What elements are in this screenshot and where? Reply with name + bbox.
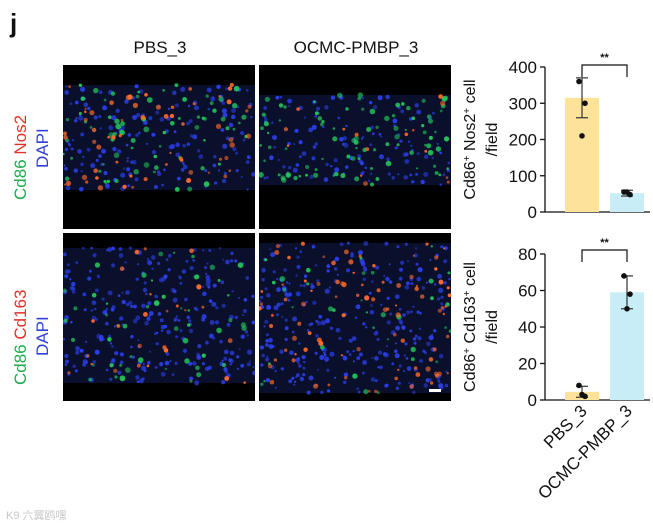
data-point [579, 133, 585, 139]
watermark: K9 六翼鸥嘿 [6, 510, 67, 522]
data-point [579, 391, 585, 398]
y-tick-label: 60 [518, 282, 537, 301]
y-tick-label: 100 [509, 167, 537, 186]
svg-text:Cd86+ Nos2+ cell: Cd86+ Nos2+ cell [462, 79, 480, 199]
row2-stain-cd163: Cd163 [11, 289, 30, 340]
significance-bracket [581, 64, 628, 77]
svg-text:/field: /field [484, 123, 501, 157]
column-title-ocmc: OCMC-PMBP_3 [293, 38, 419, 57]
error-bar [576, 77, 588, 119]
y-tick-label: 400 [509, 58, 537, 77]
bar-ocmc [610, 193, 644, 212]
chart-nos2: 0 100 200 300 400 ** Cd86+ Nos2+ cell/field [455, 45, 653, 230]
svg-text:/field: /field [484, 310, 501, 344]
chart-cd163: 0 20 40 60 80 ** Cd86+ Cd163+ cell/field PBS_3 O… [455, 230, 653, 529]
y-axis-label: Cd86+ Cd163+ cell/field [462, 262, 502, 392]
row-label-2: Cd86 Cd163 [11, 290, 31, 385]
data-point [624, 305, 630, 312]
micrograph-ocmc-cd163 [259, 233, 451, 401]
row2-stain-dapi: DAPI [33, 316, 52, 356]
data-point [582, 100, 588, 107]
y-tick-label: 200 [509, 131, 537, 150]
y-tick-label: 20 [518, 355, 537, 374]
data-point [624, 189, 630, 195]
y-tick-label: 0 [528, 391, 537, 410]
y-tick-label: 0 [528, 203, 537, 222]
data-point [621, 273, 627, 279]
y-axis-label: Cd86+ Nos2+ cell/field [462, 79, 502, 199]
y-tick-label: 80 [518, 245, 537, 264]
data-point [576, 78, 582, 85]
y-tick-label: 40 [518, 318, 537, 337]
data-point [576, 382, 582, 389]
micrograph-ocmc-nos2 [259, 65, 451, 229]
y-tick-label: 300 [509, 94, 537, 113]
row-label-2-dapi: DAPI [33, 316, 53, 356]
row1-stain-cd86: Cd86 [11, 159, 30, 200]
svg-text:Cd86+ Cd163+ cell: Cd86+ Cd163+ cell [462, 262, 480, 392]
significance-bracket [581, 249, 628, 262]
significance-label: ** [600, 52, 609, 64]
row1-stain-dapi: DAPI [33, 128, 52, 168]
row-label-1-dapi: DAPI [33, 128, 53, 168]
row2-stain-cd86: Cd86 [11, 344, 30, 385]
row-label-1: Cd86 Nos2 [11, 115, 31, 200]
row1-stain-nos2: Nos2 [11, 114, 30, 155]
micrograph-pbs-nos2 [63, 65, 255, 229]
data-point [627, 291, 633, 297]
significance-label: ** [600, 237, 609, 249]
micrograph-pbs-cd163 [63, 233, 255, 401]
panel-letter: j [10, 8, 18, 38]
column-title-pbs: PBS_3 [133, 38, 187, 57]
